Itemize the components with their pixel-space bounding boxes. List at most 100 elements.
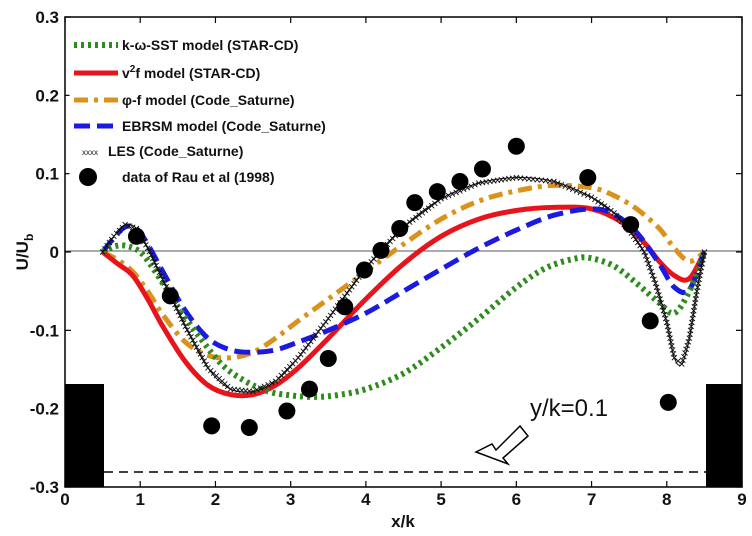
les-cross-marker <box>344 290 350 296</box>
data-point-marker <box>203 417 221 435</box>
les-cross-marker <box>701 249 708 255</box>
les-cross-marker <box>327 312 334 319</box>
les-cross-marker <box>195 347 202 354</box>
les-cross-marker <box>573 188 580 194</box>
les-cross-marker <box>637 242 643 249</box>
x-tick-label: 5 <box>436 490 445 509</box>
les-cross-marker <box>156 269 163 276</box>
les-cross-marker <box>432 200 438 207</box>
les-cross-marker <box>554 180 561 186</box>
les-cross-marker <box>642 253 649 259</box>
les-cross-marker <box>647 264 653 271</box>
les-cross-marker <box>126 223 132 229</box>
les-cross-marker <box>681 353 687 360</box>
les-cross-marker <box>406 219 413 226</box>
les-cross-marker <box>598 201 605 207</box>
les-cross-marker <box>307 338 314 345</box>
les-cross-marker <box>416 212 422 219</box>
x-axis-label: x/k <box>391 512 415 531</box>
legend-label: data of Rau et al (1998) <box>122 169 275 185</box>
y-tick-label: -0.3 <box>30 478 59 497</box>
les-cross-marker <box>341 293 348 300</box>
data-point-marker <box>300 380 318 398</box>
les-cross-marker <box>632 236 639 243</box>
les-cross-marker <box>265 381 271 388</box>
legend-label: EBRSM model (Code_Saturne) <box>122 118 326 134</box>
x-tick-label: 1 <box>135 490 144 509</box>
les-cross-marker <box>630 233 637 240</box>
les-cross-marker <box>261 383 268 390</box>
les-cross-marker <box>322 319 329 325</box>
series-layer <box>99 137 708 436</box>
les-cross-marker <box>257 385 264 391</box>
les-cross-marker <box>188 333 194 340</box>
data-point-marker <box>473 160 491 178</box>
les-cross-marker <box>151 259 158 265</box>
y-tick-label: 0.1 <box>35 165 59 184</box>
les-cross-marker <box>581 191 587 197</box>
les-cross-marker <box>658 300 664 306</box>
les-cross-marker <box>325 315 332 322</box>
les-cross-marker <box>106 239 113 246</box>
les-cross-marker <box>662 315 669 322</box>
x-tick-label: 8 <box>662 490 671 509</box>
legend-label: LES (Code_Saturne) <box>108 143 243 159</box>
data-point-marker <box>659 393 677 411</box>
x-tick-label: 4 <box>361 490 371 509</box>
les-cross-marker <box>159 276 166 283</box>
les-cross-marker <box>654 288 661 294</box>
data-point-marker <box>451 173 469 190</box>
y-tick-label: 0.2 <box>35 86 59 105</box>
legend-swatch-crosses: xxxx <box>82 148 98 157</box>
series-1-line <box>101 204 707 399</box>
les-cross-marker <box>648 268 655 275</box>
les-cross-marker <box>653 284 660 291</box>
data-point-marker <box>336 298 354 316</box>
annotation-text: y/k=0.1 <box>530 395 608 422</box>
les-cross-marker <box>685 339 692 345</box>
les-cross-marker <box>604 205 611 212</box>
data-point-marker <box>372 241 390 259</box>
x-tick-label: 2 <box>211 490 220 509</box>
les-cross-marker <box>154 266 161 272</box>
les-cross-marker <box>253 386 260 393</box>
les-cross-marker <box>190 337 196 344</box>
les-cross-marker <box>351 280 357 287</box>
les-cross-marker <box>660 307 667 314</box>
les-cross-marker <box>679 361 685 367</box>
les-cross-marker <box>683 346 689 353</box>
legend: k-ω-SST model (STAR-CD) v2f model (STAR-C… <box>69 29 343 189</box>
les-cross-marker <box>425 205 432 211</box>
les-cross-marker <box>649 272 656 279</box>
y-axis-label: U/Ub <box>13 234 36 271</box>
les-cross-marker <box>651 276 657 283</box>
les-cross-marker <box>158 273 164 279</box>
les-cross-marker <box>297 351 304 358</box>
les-cross-marker <box>203 361 209 368</box>
les-cross-marker <box>684 342 691 349</box>
legend-label: k-ω-SST model (STAR-CD) <box>122 37 298 53</box>
les-cross-marker <box>569 186 576 193</box>
les-cross-marker <box>659 304 666 310</box>
les-cross-marker <box>445 192 452 199</box>
les-cross-marker <box>346 287 353 293</box>
y-tick-label: 0.3 <box>35 8 59 27</box>
les-cross-marker <box>269 380 275 386</box>
les-cross-marker <box>410 217 416 223</box>
les-cross-marker <box>644 257 650 263</box>
les-cross-marker <box>201 358 207 364</box>
les-cross-marker <box>472 181 478 188</box>
les-cross-marker <box>104 242 110 249</box>
les-cross-marker <box>639 246 645 252</box>
les-cross-marker <box>652 280 659 287</box>
ticks-layer: 0 1 2 3 4 5 6 7 8 9 -0.3 -0.2 -0.1 0 0.1 0.2 0.3 <box>30 8 747 509</box>
les-cross-marker <box>562 183 569 190</box>
les-cross-marker <box>680 357 686 364</box>
les-cross-marker <box>193 344 200 350</box>
legend-label: φ-f model (Code_Saturne) <box>122 92 295 108</box>
les-cross-marker <box>591 196 598 203</box>
les-cross-marker <box>608 207 614 214</box>
les-cross-marker <box>197 351 204 357</box>
x-tick-label: 9 <box>737 490 746 509</box>
